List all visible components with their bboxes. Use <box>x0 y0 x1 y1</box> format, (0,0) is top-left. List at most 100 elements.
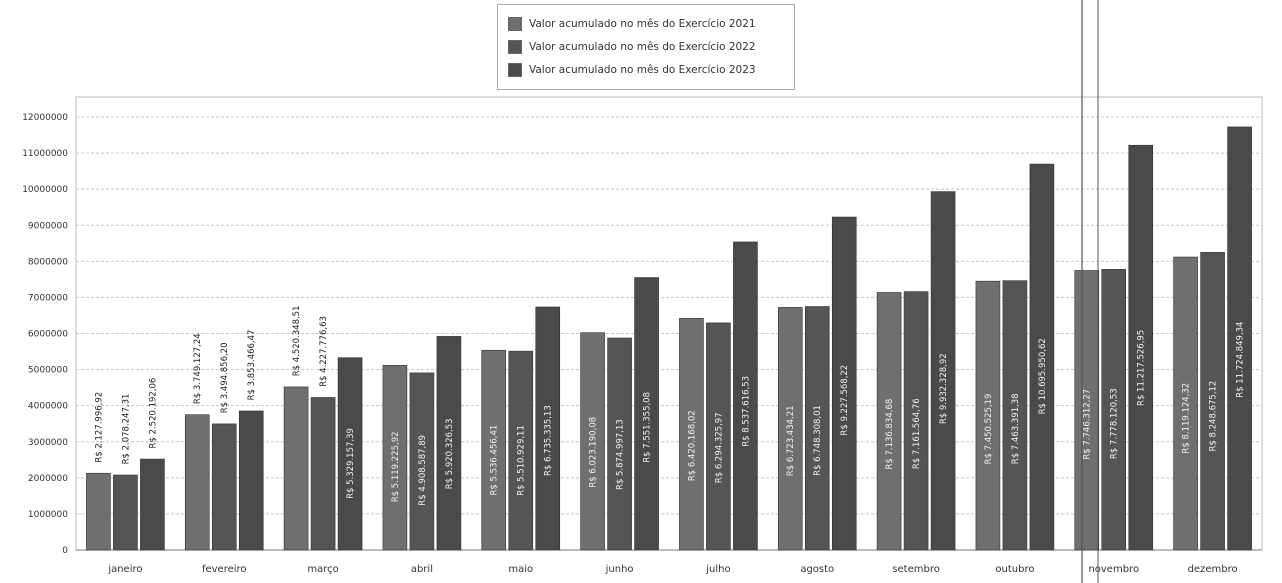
bar-dezembro-2023 <box>1227 126 1252 551</box>
x-tick-label-setembro: setembro <box>892 564 940 575</box>
bar-fevereiro-2023 <box>238 410 264 551</box>
bar-agosto-2023 <box>831 216 857 551</box>
x-tick-label-novembro: novembro <box>1088 564 1139 575</box>
data-label-junho-2023: R$ 7.551.355,08 <box>643 392 653 463</box>
data-label-março-2021: R$ 4.520.348,51 <box>292 305 302 376</box>
data-label-setembro-2023: R$ 9.932.328,92 <box>939 353 949 424</box>
bar-junho-2022 <box>607 337 632 551</box>
y-tick-label-2: 2000000 <box>28 474 68 484</box>
x-tick-label-junho: junho <box>605 564 634 575</box>
data-label-outubro-2023: R$ 10.695.950,62 <box>1038 338 1048 414</box>
chart-legend: Valor acumulado no mês do Exercício 2021… <box>497 4 795 90</box>
y-tick-label-11: 11000000 <box>22 149 68 159</box>
y-tick-label-5: 5000000 <box>28 366 68 376</box>
data-label-dezembro-2021: R$ 8.119.124,32 <box>1182 383 1192 454</box>
bar-fevereiro-2021 <box>184 414 210 551</box>
y-tick-label-3: 3000000 <box>28 438 68 448</box>
bar-maio-2021 <box>481 349 507 551</box>
data-label-julho-2023: R$ 8.537.616,53 <box>741 376 751 447</box>
x-tick-label-janeiro: janeiro <box>107 564 142 575</box>
x-tick-label-dezembro: dezembro <box>1188 564 1238 575</box>
x-tick-label-agosto: agosto <box>800 564 834 575</box>
data-label-setembro-2022: R$ 7.161.564,76 <box>912 398 922 469</box>
data-label-junho-2022: R$ 5.874.997,13 <box>616 419 626 490</box>
bar-novembro-2021 <box>1074 270 1100 551</box>
data-label-janeiro-2023: R$ 2.520.192,06 <box>148 378 158 449</box>
bar-abril-2021 <box>382 364 408 551</box>
data-label-julho-2022: R$ 6.294.325,97 <box>714 412 724 483</box>
data-label-fevereiro-2023: R$ 3.853.466,47 <box>247 330 257 401</box>
bar-janeiro-2023 <box>140 458 165 551</box>
data-label-junho-2021: R$ 6.023.190,08 <box>589 417 599 488</box>
bar-julho-2022 <box>706 322 731 551</box>
legend-item-2021: Valor acumulado no mês do Exercício 2021 <box>508 15 756 33</box>
bar-dezembro-2021 <box>1173 256 1198 551</box>
data-label-janeiro-2021: R$ 2.127.996,92 <box>94 392 104 463</box>
data-label-março-2023: R$ 5.329.157,39 <box>346 428 356 499</box>
data-label-maio-2022: R$ 5.510.929,11 <box>517 425 527 496</box>
bar-agosto-2022 <box>804 306 830 551</box>
bar-janeiro-2021 <box>86 472 111 551</box>
bar-novembro-2022 <box>1101 269 1127 551</box>
data-label-abril-2022: R$ 4.908.587,89 <box>418 435 428 506</box>
x-tick-label-julho: julho <box>705 564 730 575</box>
y-tick-label-7: 7000000 <box>28 293 68 303</box>
x-tick-label-abril: abril <box>411 564 433 575</box>
bar-julho-2021 <box>679 318 704 551</box>
y-tick-label-1: 1000000 <box>28 510 68 520</box>
y-tick-label-4: 4000000 <box>28 402 68 412</box>
data-label-novembro-2021: R$ 7.746.312,27 <box>1083 389 1093 460</box>
x-tick-label-maio: maio <box>508 564 533 575</box>
x-tick-label-outubro: outubro <box>995 564 1034 575</box>
legend-item-2022: Valor acumulado no mês do Exercício 2022 <box>508 38 756 56</box>
data-label-outubro-2021: R$ 7.450.525,19 <box>984 394 994 465</box>
data-label-dezembro-2022: R$ 8.248.675,12 <box>1209 381 1219 452</box>
data-label-outubro-2022: R$ 7.463.391,38 <box>1011 393 1021 464</box>
data-label-novembro-2022: R$ 7.778.120,53 <box>1110 388 1120 459</box>
data-label-julho-2021: R$ 6.420.168,02 <box>687 410 697 481</box>
bar-abril-2022 <box>409 372 435 551</box>
bar-outubro-2021 <box>975 280 1001 551</box>
bar-maio-2022 <box>508 350 534 551</box>
legend-label-2023: Valor acumulado no mês do Exercício 2023 <box>529 64 756 76</box>
bar-junho-2021 <box>580 332 605 551</box>
plot-area <box>75 96 1263 551</box>
legend-label-2022: Valor acumulado no mês do Exercício 2022 <box>529 41 756 53</box>
data-label-fevereiro-2022: R$ 3.494.856,20 <box>220 342 230 413</box>
bar-março-2022 <box>310 397 336 551</box>
bar-julho-2023 <box>733 241 758 551</box>
y-tick-label-9: 9000000 <box>28 221 68 231</box>
y-tick-label-12: 12000000 <box>22 113 68 123</box>
bar-dezembro-2022 <box>1200 252 1225 551</box>
bar-março-2023 <box>337 357 363 551</box>
data-label-dezembro-2023: R$ 11.724.849,34 <box>1236 322 1246 398</box>
bar-maio-2023 <box>535 306 561 551</box>
x-tick-label-fevereiro: fevereiro <box>202 564 247 575</box>
bar-fevereiro-2022 <box>211 423 237 551</box>
data-label-maio-2021: R$ 5.536.456,41 <box>490 425 500 496</box>
y-tick-label-6: 6000000 <box>28 330 68 340</box>
bar-novembro-2023 <box>1128 144 1154 551</box>
y-tick-label-8: 8000000 <box>28 257 68 267</box>
bar-abril-2023 <box>436 336 462 551</box>
data-label-abril-2023: R$ 5.920.326,53 <box>445 418 455 489</box>
data-label-maio-2023: R$ 6.735.335,13 <box>544 405 554 476</box>
y-tick-label-0: 0 <box>62 546 68 556</box>
bar-setembro-2022 <box>903 291 929 551</box>
x-tick-label-março: março <box>307 564 338 575</box>
bar-junho-2023 <box>634 277 659 551</box>
data-label-janeiro-2022: R$ 2.078.247,31 <box>121 394 131 465</box>
bar-janeiro-2022 <box>113 474 138 551</box>
bar-agosto-2021 <box>777 307 803 551</box>
legend-swatch-2021 <box>508 17 522 31</box>
data-label-março-2022: R$ 4.227.776,63 <box>319 316 329 387</box>
bar-março-2021 <box>283 386 309 551</box>
legend-swatch-2023 <box>508 63 522 77</box>
bar-setembro-2021 <box>876 292 902 551</box>
legend-label-2021: Valor acumulado no mês do Exercício 2021 <box>529 18 756 30</box>
data-label-setembro-2021: R$ 7.136.834,68 <box>885 399 895 470</box>
data-label-agosto-2021: R$ 6.723.434,21 <box>786 405 796 476</box>
bar-setembro-2023 <box>930 191 956 551</box>
y-tick-label-10: 10000000 <box>22 185 68 195</box>
